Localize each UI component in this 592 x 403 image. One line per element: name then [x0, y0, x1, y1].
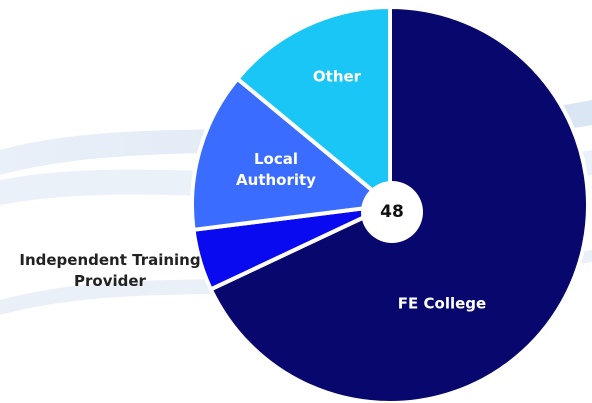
pie-slice — [190, 75, 395, 233]
center-label: 48 — [380, 202, 404, 222]
slice-label: Other — [312, 67, 362, 86]
center-hole — [361, 181, 423, 243]
slice-label: Local Authority — [236, 150, 316, 189]
slice-label: Independent Training Provider — [19, 251, 201, 290]
slice-label: FE College — [397, 294, 487, 313]
pie-slice — [234, 4, 392, 210]
